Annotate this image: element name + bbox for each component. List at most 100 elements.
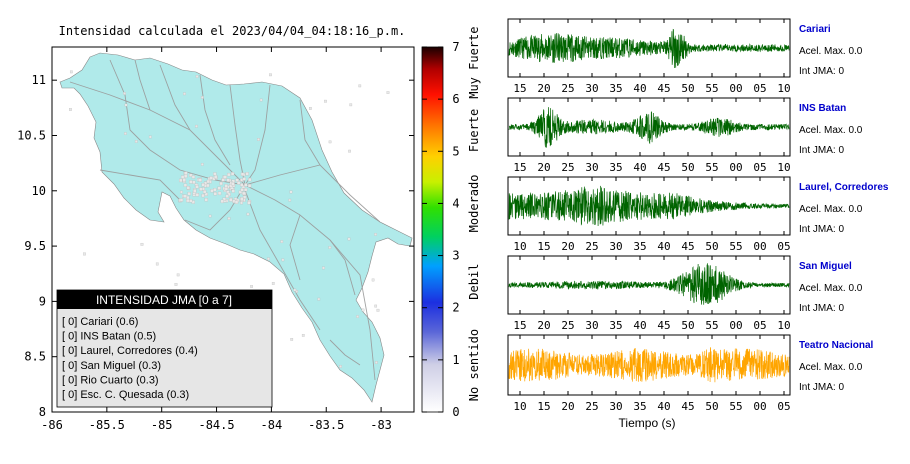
town-marker [191,175,196,179]
town-marker [289,190,293,194]
station-int-jma: Int JMA: 0 [799,224,844,235]
waveform-tick-label: 05 [777,240,790,253]
waveform-tick-label: 50 [681,319,694,332]
town-marker [247,201,251,205]
town-marker [69,70,73,74]
map-x-tick-label: -83 [370,418,392,432]
waveform-tick-label: 15 [513,161,526,174]
colorbar-tick-label: 6 [452,92,459,106]
station-int-jma: Int JMA: 0 [799,303,844,314]
town-marker [244,183,248,187]
waveform-tick-label: 40 [657,400,670,413]
town-marker [123,92,126,95]
town-marker [134,140,138,143]
town-marker [195,193,200,197]
waveform-tick-label: 25 [561,161,574,174]
map-area [59,52,413,403]
town-marker [227,192,231,197]
waveform-tick-label: 05 [753,161,766,174]
station-name: INS Batan [799,103,846,114]
waveform-tick-label: 35 [633,400,646,413]
station-name: Cariari [799,24,831,35]
town-marker [317,297,321,301]
waveform-tick-label: 55 [705,319,718,332]
town-marker [213,175,218,179]
legend-item: [ 0] Laurel, Corredores (0.4) [62,345,198,357]
town-marker [206,179,211,184]
town-marker [183,174,188,178]
colorbar-tick-label: 4 [452,196,459,210]
waveform-tick-label: 20 [537,82,550,95]
town-marker [213,188,217,192]
town-marker [356,315,359,318]
town-marker [374,361,378,364]
map-x-tick-label: -86 [41,418,63,432]
waveform-tick-label: 15 [537,240,550,253]
waveform-tick-label: 00 [729,319,742,332]
waveform-tick-label: 45 [657,319,670,332]
town-marker [223,175,227,179]
town-marker [386,91,390,94]
colorbar-tick-label: 7 [452,40,459,54]
waveform-tick-label: 00 [753,240,766,253]
town-marker [238,190,243,194]
waveform-tick-label: 05 [777,400,790,413]
waveform-tick-label: 50 [681,82,694,95]
station-acel-max: Acel. Max. 0.0 [799,283,863,294]
town-marker [240,188,244,192]
waveform-tick-label: 50 [705,240,718,253]
town-marker [309,107,312,110]
town-marker [374,233,377,236]
waveform-tick-label: 35 [609,82,622,95]
town-marker [200,162,204,166]
waveform-tick-label: 30 [585,161,598,174]
waveform-panel: 15 20 25 30 35 40 45 50 55 00 05 10 INS Batan Acel. M… [507,97,863,174]
town-marker [243,188,248,192]
waveform-tick-label: 30 [585,82,598,95]
waveform-tick-label: 20 [561,240,574,253]
map-x-tick-label: -84.5 [198,418,234,432]
colorbar-tick-label: 2 [452,301,459,315]
town-marker [189,173,193,177]
town-marker [271,282,275,285]
town-marker [225,194,229,198]
map-x-axis: -86 -85.5 -85 -84.5 -84 -83.5 -83 [41,47,392,432]
colorbar-tick-label: 1 [452,353,459,367]
waveform-trace [508,107,790,148]
town-marker [192,180,196,185]
waveform-tick-label: 55 [729,240,742,253]
waveform-trace [508,185,790,227]
town-marker [187,191,191,196]
costa-rica-land [59,52,413,403]
town-marker [231,182,235,186]
town-marker [204,198,208,202]
map-title: Intensidad calculada el 2023/04/04_04:18… [59,24,406,38]
legend-item: [ 0] Cariari (0.6) [62,316,138,328]
town-marker [195,75,199,78]
town-marker [290,338,294,341]
town-marker [231,189,235,193]
town-marker [195,185,199,189]
waveform-tick-label: 35 [609,161,622,174]
town-marker [183,92,186,96]
town-marker [259,98,263,102]
town-marker [180,190,183,194]
town-marker [240,197,244,201]
town-marker [348,149,351,153]
colorbar-tick-label: 0 [452,405,459,419]
town-marker [179,178,183,183]
station-acel-max: Acel. Max. 0.0 [799,204,863,215]
waveform-tick-label: 10 [777,319,790,332]
waveform-tick-label: 40 [633,161,646,174]
waveform-tick-label: 15 [513,319,526,332]
map-y-tick-label: 10 [32,184,46,198]
town-marker [198,178,203,182]
station-name: San Miguel [799,261,852,272]
town-marker [201,193,205,198]
x-axis-label: Tiempo (s) [619,416,676,430]
town-marker [200,96,204,99]
town-marker [371,278,375,282]
map-x-tick-label: -85 [151,418,173,432]
town-marker [240,172,245,176]
